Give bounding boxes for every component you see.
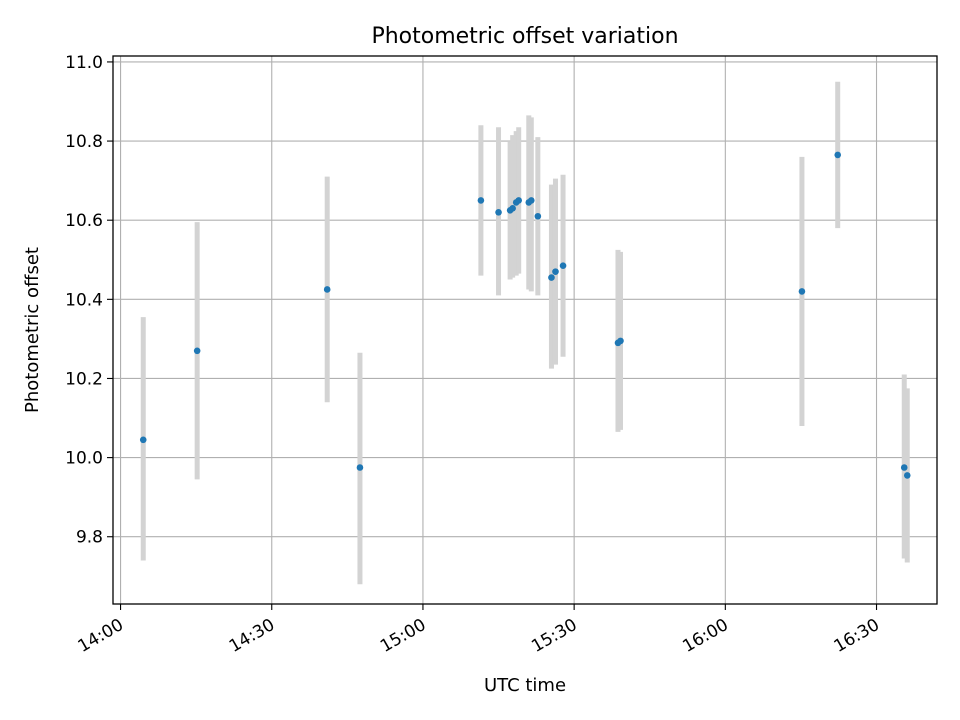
y-tick-label: 11.0 (65, 53, 103, 73)
data-points (139, 151, 911, 479)
data-point (834, 151, 842, 159)
y-tick-label: 10.0 (65, 449, 103, 469)
plot-frame (112, 55, 938, 605)
data-point (903, 472, 911, 479)
data-point (534, 212, 542, 220)
data-point (509, 205, 516, 212)
data-point (323, 286, 331, 293)
chart-title: Photometric offset variation (371, 24, 678, 49)
data-point (617, 337, 624, 345)
data-point (495, 208, 502, 216)
x-axis-label: UTC time (484, 675, 566, 696)
data-point (900, 464, 908, 471)
data-point (527, 197, 535, 204)
y-tick-label: 10.6 (65, 211, 103, 231)
data-point (515, 197, 523, 204)
data-point (193, 347, 201, 355)
data-point (548, 274, 555, 281)
data-point (139, 436, 147, 444)
y-tick-label: 10.8 (65, 132, 103, 152)
data-point (798, 288, 806, 295)
y-tick-label: 10.4 (65, 290, 103, 310)
data-point (559, 262, 567, 270)
data-point (552, 268, 559, 275)
data-point (477, 197, 485, 204)
y-axis: 9.8 10.0 10.2 10.4 10.6 10.8 11.0 (65, 53, 113, 548)
y-axis-label: Photometric offset (22, 247, 43, 413)
y-tick-label: 10.2 (65, 369, 103, 389)
data-point (356, 464, 364, 471)
y-tick-label: 9.8 (76, 528, 103, 548)
